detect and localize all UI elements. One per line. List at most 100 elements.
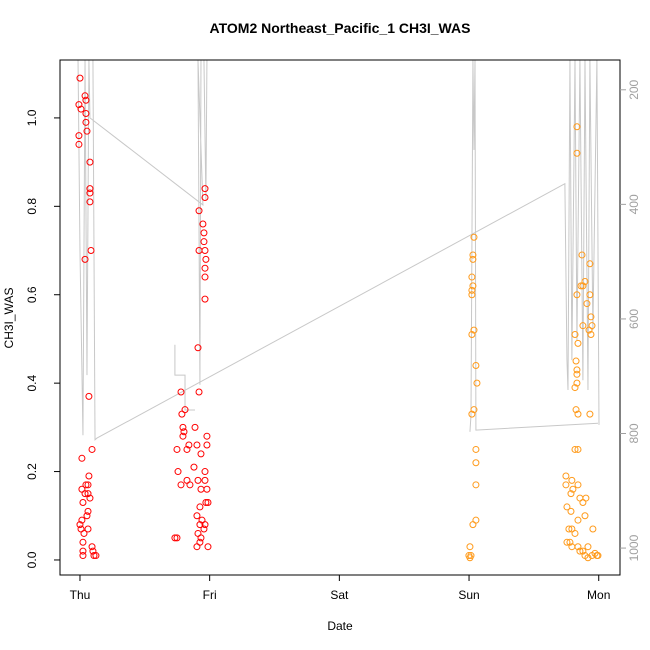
data-point bbox=[81, 490, 89, 498]
data-point bbox=[174, 468, 182, 476]
data-point bbox=[173, 445, 181, 453]
data-point bbox=[571, 445, 579, 453]
x-tick-label: Sun bbox=[458, 588, 479, 602]
data-point bbox=[78, 516, 86, 524]
data-point bbox=[87, 247, 95, 255]
data-point bbox=[86, 198, 94, 206]
data-point bbox=[83, 127, 91, 135]
data-point bbox=[199, 220, 207, 228]
data-point bbox=[90, 552, 98, 560]
data-point bbox=[473, 379, 481, 387]
data-point bbox=[472, 481, 480, 489]
data-point bbox=[573, 291, 581, 299]
data-point bbox=[201, 468, 209, 476]
data-point bbox=[86, 494, 94, 502]
data-point bbox=[574, 445, 582, 453]
data-point bbox=[84, 481, 92, 489]
y2-tick-label: 600 bbox=[627, 309, 641, 329]
data-point bbox=[82, 96, 90, 104]
data-point bbox=[574, 410, 582, 418]
data-point bbox=[194, 344, 202, 352]
data-point bbox=[196, 503, 204, 511]
data-point bbox=[566, 538, 574, 546]
data-point bbox=[193, 441, 201, 449]
data-point bbox=[84, 507, 92, 515]
data-point bbox=[569, 485, 577, 493]
data-point bbox=[581, 512, 589, 520]
data-point bbox=[574, 543, 582, 551]
data-point bbox=[470, 406, 478, 414]
data-point bbox=[586, 410, 594, 418]
data-point bbox=[84, 490, 92, 498]
data-point bbox=[577, 282, 585, 290]
data-point bbox=[179, 423, 187, 431]
data-point bbox=[585, 326, 593, 334]
data-point bbox=[180, 428, 188, 436]
data-point bbox=[83, 512, 91, 520]
data-point bbox=[201, 273, 209, 281]
data-point bbox=[92, 552, 100, 560]
data-point bbox=[584, 543, 592, 551]
data-point bbox=[80, 529, 88, 537]
data-point bbox=[576, 547, 584, 555]
data-point bbox=[86, 158, 94, 166]
data-point bbox=[573, 149, 581, 157]
data-point bbox=[562, 481, 570, 489]
data-point bbox=[197, 485, 205, 493]
data-point bbox=[201, 295, 209, 303]
data-point bbox=[573, 370, 581, 378]
y-tick-label: 0.4 bbox=[25, 374, 39, 391]
data-point bbox=[583, 300, 591, 308]
data-point bbox=[81, 92, 89, 100]
data-point bbox=[562, 472, 570, 480]
data-point bbox=[194, 476, 202, 484]
data-point bbox=[204, 499, 212, 507]
data-point bbox=[567, 507, 575, 515]
data-point bbox=[576, 494, 584, 502]
x-tick-label: Mon bbox=[587, 588, 610, 602]
chart-title: ATOM2 Northeast_Pacific_1 CH3I_WAS bbox=[210, 20, 471, 36]
data-point bbox=[565, 525, 573, 533]
data-point bbox=[197, 450, 205, 458]
data-point bbox=[574, 481, 582, 489]
data-point bbox=[574, 516, 582, 524]
data-point bbox=[190, 463, 198, 471]
data-point bbox=[79, 499, 87, 507]
data-point bbox=[469, 251, 477, 259]
data-point bbox=[196, 521, 204, 529]
data-point bbox=[82, 481, 90, 489]
data-point bbox=[75, 132, 83, 140]
data-point bbox=[571, 529, 579, 537]
data-point bbox=[191, 423, 199, 431]
data-point bbox=[469, 282, 477, 290]
data-point bbox=[579, 499, 587, 507]
data-point bbox=[470, 326, 478, 334]
data-point bbox=[202, 255, 210, 263]
data-point bbox=[201, 185, 209, 193]
data-point bbox=[573, 366, 581, 374]
data-point bbox=[594, 552, 602, 560]
plot-area bbox=[75, 60, 602, 562]
data-point bbox=[581, 277, 589, 285]
data-point bbox=[86, 185, 94, 193]
data-point bbox=[472, 445, 480, 453]
data-point bbox=[76, 521, 84, 529]
data-point bbox=[201, 264, 209, 272]
data-point bbox=[588, 322, 596, 330]
y2-tick-label: 800 bbox=[627, 423, 641, 443]
data-point bbox=[579, 547, 587, 555]
data-point bbox=[467, 552, 475, 560]
data-point bbox=[186, 481, 194, 489]
data-point bbox=[469, 255, 477, 263]
data-point bbox=[81, 255, 89, 263]
data-point bbox=[78, 454, 86, 462]
data-point bbox=[185, 441, 193, 449]
data-point bbox=[88, 445, 96, 453]
data-point bbox=[200, 525, 208, 533]
data-point bbox=[76, 74, 84, 82]
data-point bbox=[200, 238, 208, 246]
data-point bbox=[579, 322, 587, 330]
data-point bbox=[578, 251, 586, 259]
data-point bbox=[586, 291, 594, 299]
